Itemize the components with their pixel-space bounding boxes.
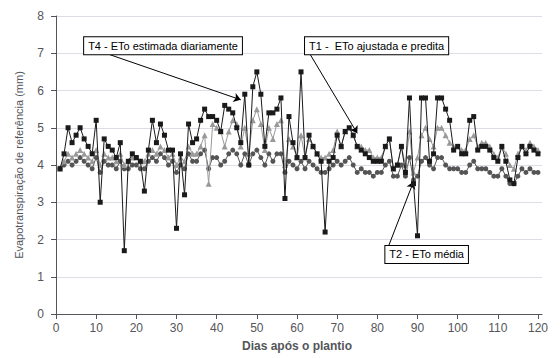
svg-text:4: 4 [37, 158, 44, 172]
svg-text:8: 8 [37, 9, 44, 23]
svg-text:5: 5 [37, 121, 44, 135]
svg-text:20: 20 [130, 321, 144, 335]
svg-text:6: 6 [37, 84, 44, 98]
svg-text:T2 - ETo média: T2 - ETo média [389, 248, 464, 260]
svg-text:50: 50 [250, 321, 264, 335]
svg-text:70: 70 [330, 321, 344, 335]
svg-text:1: 1 [37, 270, 44, 284]
svg-text:3: 3 [37, 195, 44, 209]
svg-text:T1 - ETo ajustada e predita: T1 - ETo ajustada e predita [309, 40, 445, 52]
svg-text:100: 100 [448, 321, 468, 335]
svg-text:60: 60 [290, 321, 304, 335]
svg-text:10: 10 [90, 321, 104, 335]
svg-text:120: 120 [528, 321, 548, 335]
svg-text:Dias após o plantio: Dias após o plantio [242, 339, 352, 353]
svg-text:90: 90 [411, 321, 425, 335]
svg-text:2: 2 [37, 233, 44, 247]
svg-text:T4 - ETo estimada diariamente: T4 - ETo estimada diariamente [88, 40, 238, 52]
svg-text:7: 7 [37, 46, 44, 60]
svg-text:80: 80 [371, 321, 385, 335]
svg-text:110: 110 [488, 321, 507, 335]
svg-text:30: 30 [170, 321, 184, 335]
svg-text:Evapotranspiração de referênci: Evapotranspiração de referência (mm) [13, 71, 25, 259]
svg-text:0: 0 [37, 307, 44, 321]
svg-text:40: 40 [210, 321, 224, 335]
svg-text:0: 0 [53, 321, 60, 335]
